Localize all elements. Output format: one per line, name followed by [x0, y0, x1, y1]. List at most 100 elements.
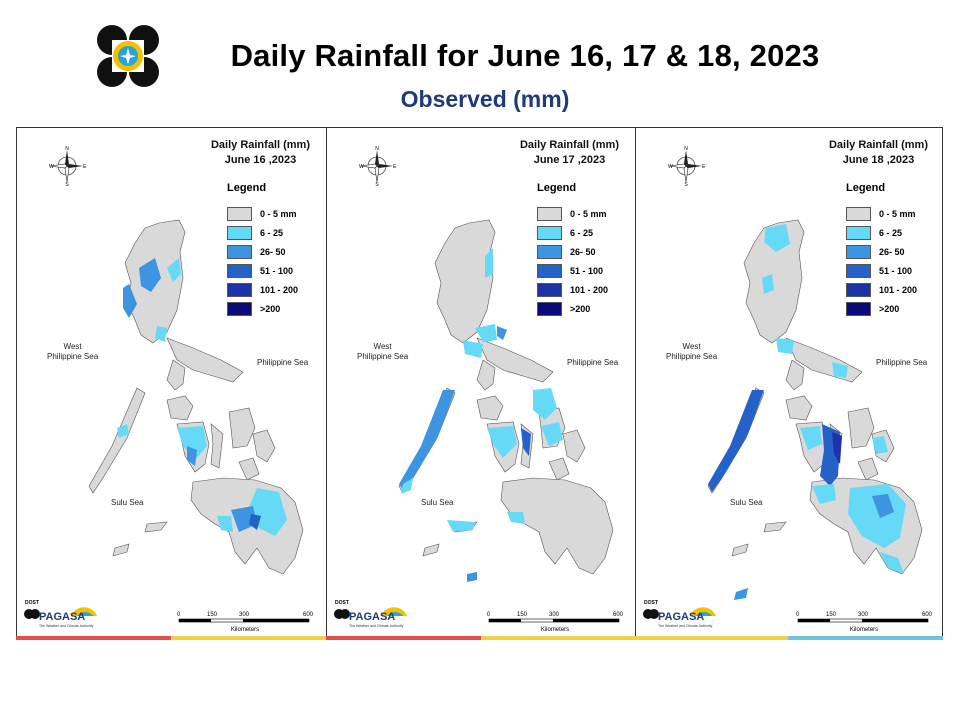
- legend-label: 0 - 5 mm: [570, 208, 607, 219]
- legend-item: 26- 50: [537, 242, 608, 261]
- svg-text:600: 600: [922, 612, 933, 618]
- svg-text:150: 150: [826, 612, 837, 618]
- legend-label: 101 - 200: [879, 284, 918, 295]
- legend-item: 26- 50: [846, 242, 917, 261]
- page-title: Daily Rainfall for June 16, 17 & 18, 202…: [230, 38, 820, 73]
- pagasa-logo: DOST PAGASA The Weather and Climate Auth…: [334, 600, 407, 628]
- legend-item: 26- 50: [227, 242, 298, 261]
- legend-label: 0 - 5 mm: [260, 208, 297, 219]
- legend-swatch: [227, 225, 252, 240]
- svg-text:N: N: [375, 146, 379, 152]
- legend-label: 101 - 200: [570, 284, 609, 295]
- map-panel-june-16: Daily Rainfall (mm) June 16 ,2023 N S W …: [17, 128, 326, 639]
- legend-swatch: [846, 206, 871, 221]
- svg-text:S: S: [375, 182, 379, 186]
- svg-text:300: 300: [239, 612, 250, 618]
- legend-label: >200: [570, 303, 591, 314]
- legend-label: 26- 50: [570, 246, 596, 257]
- svg-text:W: W: [668, 164, 673, 170]
- pagasa-logo: DOST PAGASA The Weather and Climate Auth…: [24, 600, 97, 628]
- legend-label: 6 - 25: [879, 227, 903, 238]
- svg-text:PAGASA: PAGASA: [658, 611, 704, 623]
- svg-text:300: 300: [549, 612, 560, 618]
- legend-swatch: [537, 244, 562, 259]
- legend-swatch: [227, 301, 252, 316]
- legend: 0 - 5 mm 6 - 25 26- 50 51 - 100 101 - 20…: [537, 204, 608, 318]
- legend-swatch: [846, 244, 871, 259]
- legend-title: Legend: [846, 182, 886, 194]
- legend-item: 0 - 5 mm: [537, 204, 608, 223]
- svg-text:E: E: [83, 164, 87, 170]
- sea-label-sulu: Sulu Sea: [421, 498, 454, 507]
- legend-label: 6 - 25: [260, 227, 284, 238]
- footer-strip-yellow: [171, 636, 326, 640]
- legend-item: 6 - 25: [846, 223, 917, 242]
- legend: 0 - 5 mm 6 - 25 26- 50 51 - 100 101 - 20…: [227, 204, 298, 318]
- page-subtitle: Observed (mm): [400, 86, 570, 112]
- footer-strip-yellow: [636, 636, 788, 640]
- legend-item: >200: [227, 299, 298, 318]
- svg-text:PAGASA: PAGASA: [349, 611, 395, 623]
- legend-item: 101 - 200: [846, 280, 917, 299]
- legend-swatch: [846, 301, 871, 316]
- legend-label: 51 - 100: [570, 265, 604, 276]
- legend-item: >200: [846, 299, 917, 318]
- legend-swatch: [227, 282, 252, 297]
- svg-text:0: 0: [177, 612, 181, 618]
- scale-bar: 0 150 300 600 Kilometers: [487, 612, 624, 633]
- pagasa-logo: DOST PAGASA The Weather and Climate Auth…: [643, 600, 716, 628]
- svg-text:150: 150: [517, 612, 528, 618]
- legend-item: 51 - 100: [537, 261, 608, 280]
- legend-item: 101 - 200: [227, 280, 298, 299]
- legend-label: >200: [879, 303, 900, 314]
- sea-label-west: West Philippine Sea: [666, 342, 718, 361]
- legend-title: Legend: [227, 182, 267, 194]
- philippines-map: [398, 219, 614, 582]
- panel-title: Daily Rainfall (mm) June 18 ,2023: [828, 139, 928, 166]
- legend-item: 101 - 200: [537, 280, 608, 299]
- svg-text:0: 0: [487, 612, 491, 618]
- sea-label-sulu: Sulu Sea: [730, 498, 763, 507]
- legend-swatch: [227, 263, 252, 278]
- svg-text:DOST: DOST: [644, 600, 658, 606]
- svg-text:300: 300: [858, 612, 869, 618]
- legend-label: 6 - 25: [570, 227, 594, 238]
- svg-text:DOST: DOST: [25, 600, 39, 606]
- svg-text:E: E: [393, 164, 397, 170]
- sea-label-west: West Philippine Sea: [47, 342, 99, 361]
- legend-item: 6 - 25: [227, 223, 298, 242]
- legend-label: 26- 50: [260, 246, 286, 257]
- svg-text:The Weather and Climate Author: The Weather and Climate Authority: [349, 624, 404, 628]
- svg-text:Kilometers: Kilometers: [541, 627, 569, 633]
- svg-text:N: N: [65, 146, 69, 152]
- sea-label-east: Philippine Sea: [257, 358, 309, 367]
- svg-text:PAGASA: PAGASA: [39, 611, 85, 623]
- footer-strip-yellow: [481, 636, 636, 640]
- map-panel-june-17: Daily Rainfall (mm) June 17 ,2023 N S W …: [326, 128, 635, 639]
- legend-swatch: [227, 244, 252, 259]
- legend-swatch: [846, 225, 871, 240]
- svg-text:600: 600: [303, 612, 314, 618]
- philippines-map: [707, 219, 923, 600]
- svg-text:The Weather and Climate Author: The Weather and Climate Authority: [39, 624, 94, 628]
- legend-label: 26- 50: [879, 246, 905, 257]
- legend-swatch: [537, 282, 562, 297]
- philippines-map: [88, 219, 304, 575]
- legend-label: 101 - 200: [260, 284, 299, 295]
- footer-strip-red: [16, 636, 171, 640]
- maps-frame: Daily Rainfall (mm) June 16 ,2023 N S W …: [16, 127, 943, 640]
- sea-label-east: Philippine Sea: [876, 358, 928, 367]
- legend-swatch: [227, 206, 252, 221]
- svg-text:W: W: [359, 164, 364, 170]
- legend-item: 51 - 100: [227, 261, 298, 280]
- scale-bar: 0 150 300 600 Kilometers: [796, 612, 933, 633]
- legend-label: 0 - 5 mm: [879, 208, 916, 219]
- map-panel-june-18: Daily Rainfall (mm) June 18 ,2023 N S W …: [635, 128, 944, 639]
- legend-item: 6 - 25: [537, 223, 608, 242]
- compass-icon: N S W E: [49, 146, 87, 186]
- dost-logo: [96, 24, 160, 88]
- legend-swatch: [846, 263, 871, 278]
- svg-text:150: 150: [207, 612, 218, 618]
- svg-text:S: S: [65, 182, 69, 186]
- legend-swatch: [846, 282, 871, 297]
